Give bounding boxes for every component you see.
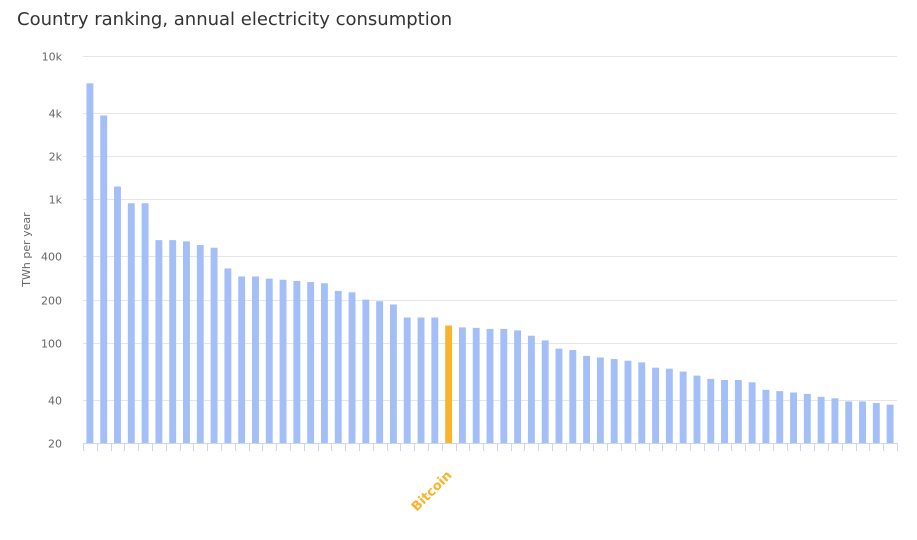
bar <box>845 401 853 443</box>
bar <box>721 380 728 443</box>
bar <box>790 392 797 443</box>
bar <box>831 398 839 443</box>
bar <box>762 389 770 443</box>
bar <box>803 393 811 443</box>
bar <box>596 357 604 443</box>
bar <box>624 360 632 443</box>
bar <box>693 375 701 443</box>
bar <box>859 401 866 443</box>
bar <box>252 276 259 443</box>
bar <box>872 403 880 443</box>
bar <box>403 317 411 443</box>
y-tick-label: 100 <box>41 338 62 351</box>
bar <box>196 245 204 443</box>
bar <box>569 350 577 443</box>
bar <box>307 282 315 443</box>
bar <box>265 278 273 443</box>
y-tick-label: 400 <box>41 251 62 264</box>
bar <box>707 378 715 443</box>
y-tick-label: 1k <box>49 194 63 207</box>
bar <box>748 382 756 443</box>
y-tick-label: 200 <box>41 295 62 308</box>
bar <box>610 359 618 443</box>
bar <box>514 330 522 443</box>
bar <box>527 335 535 443</box>
bar <box>431 317 439 443</box>
bar <box>817 396 825 443</box>
y-tick-label: 4k <box>49 108 63 121</box>
bar <box>348 292 356 443</box>
x-category-label: Bitcoin <box>409 468 456 515</box>
y-tick-label: 20 <box>48 438 62 451</box>
bar <box>555 348 563 443</box>
bar <box>776 391 784 443</box>
bar <box>127 203 135 443</box>
bar <box>472 327 480 443</box>
bar <box>583 355 591 443</box>
bar <box>100 115 108 443</box>
bar <box>486 328 494 443</box>
bar <box>183 241 190 443</box>
bar <box>141 203 149 443</box>
bar <box>886 404 894 443</box>
bar <box>320 283 328 443</box>
bar <box>293 280 301 443</box>
bar <box>417 317 425 443</box>
y-tick-label: 40 <box>48 395 62 408</box>
bar <box>376 301 384 443</box>
bar <box>389 304 397 443</box>
bar <box>224 268 232 443</box>
bar <box>638 362 646 443</box>
y-tick-label: 10k <box>42 51 63 64</box>
bar <box>500 328 508 443</box>
bar <box>169 240 177 443</box>
bar <box>114 186 121 443</box>
bar <box>652 367 660 443</box>
bar <box>279 279 287 443</box>
bar <box>679 371 687 443</box>
bar <box>155 240 163 443</box>
bar <box>541 340 549 443</box>
y-axis-title: TWh per year <box>20 212 33 288</box>
bar <box>665 368 673 443</box>
bar <box>734 380 742 443</box>
bar <box>86 83 94 443</box>
bar <box>458 327 466 443</box>
bar <box>362 299 370 443</box>
bar <box>238 276 246 443</box>
y-tick-label: 2k <box>49 151 63 164</box>
bar <box>210 247 218 443</box>
chart-title: Country ranking, annual electricity cons… <box>17 9 453 30</box>
bar-highlight <box>445 325 453 443</box>
bar <box>334 290 342 443</box>
